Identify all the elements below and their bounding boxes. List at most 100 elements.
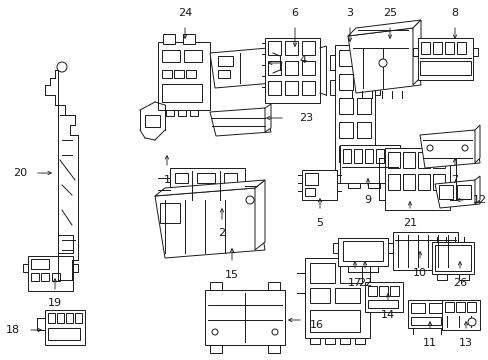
Bar bbox=[356, 146, 370, 162]
Bar bbox=[23, 264, 28, 272]
Bar bbox=[309, 288, 329, 303]
Bar bbox=[417, 152, 429, 168]
Circle shape bbox=[467, 318, 475, 326]
Bar bbox=[378, 286, 387, 296]
Bar bbox=[334, 45, 374, 175]
Text: 12: 12 bbox=[472, 195, 486, 205]
Circle shape bbox=[271, 329, 278, 335]
Bar bbox=[472, 48, 477, 56]
Bar bbox=[197, 186, 215, 196]
Bar bbox=[162, 70, 172, 78]
Bar bbox=[174, 70, 183, 78]
Bar bbox=[162, 84, 202, 102]
Bar bbox=[145, 115, 160, 127]
Text: 18: 18 bbox=[6, 325, 20, 335]
Bar bbox=[162, 50, 180, 62]
Bar bbox=[387, 183, 399, 188]
Bar bbox=[48, 313, 55, 323]
Bar bbox=[285, 41, 297, 55]
Bar bbox=[441, 300, 479, 330]
Bar bbox=[45, 310, 85, 345]
Bar bbox=[163, 34, 175, 44]
Bar bbox=[410, 317, 440, 325]
Bar bbox=[190, 110, 198, 116]
Bar bbox=[444, 42, 453, 54]
Bar bbox=[337, 238, 387, 266]
Polygon shape bbox=[434, 180, 479, 208]
Bar bbox=[434, 245, 470, 271]
Polygon shape bbox=[412, 20, 420, 85]
Circle shape bbox=[245, 196, 253, 204]
Bar bbox=[329, 55, 334, 70]
Polygon shape bbox=[474, 176, 479, 204]
Bar bbox=[428, 303, 442, 313]
Text: 21: 21 bbox=[402, 218, 416, 228]
Bar bbox=[342, 241, 382, 261]
Bar bbox=[339, 263, 361, 283]
Text: 3: 3 bbox=[346, 8, 353, 18]
Bar bbox=[386, 149, 394, 163]
Bar bbox=[375, 149, 383, 163]
Bar bbox=[338, 74, 352, 90]
Bar bbox=[347, 183, 359, 188]
Bar bbox=[267, 61, 281, 75]
Bar bbox=[356, 98, 370, 114]
Bar bbox=[356, 50, 370, 66]
Bar bbox=[183, 34, 195, 44]
Polygon shape bbox=[254, 180, 264, 250]
Bar bbox=[432, 152, 444, 168]
Bar bbox=[218, 70, 229, 78]
Bar bbox=[356, 74, 370, 90]
Bar bbox=[209, 345, 222, 353]
Polygon shape bbox=[209, 48, 272, 88]
Bar bbox=[309, 338, 319, 344]
Polygon shape bbox=[474, 125, 479, 163]
Text: 20: 20 bbox=[13, 168, 27, 178]
Polygon shape bbox=[347, 28, 420, 93]
Bar bbox=[410, 303, 424, 313]
Bar bbox=[338, 122, 352, 138]
Bar bbox=[183, 50, 202, 62]
Text: 23: 23 bbox=[298, 113, 312, 123]
Bar bbox=[417, 38, 472, 80]
Bar bbox=[285, 61, 297, 75]
Bar bbox=[407, 300, 445, 328]
Bar bbox=[384, 148, 449, 210]
Text: 15: 15 bbox=[224, 270, 239, 280]
Bar bbox=[264, 38, 319, 103]
Bar bbox=[267, 282, 280, 290]
Bar bbox=[387, 243, 392, 253]
Bar bbox=[431, 242, 473, 274]
Text: 22: 22 bbox=[357, 278, 371, 288]
Bar bbox=[57, 313, 64, 323]
Bar bbox=[325, 338, 334, 344]
Text: 1: 1 bbox=[163, 175, 170, 185]
Text: 25: 25 bbox=[382, 8, 396, 18]
Bar bbox=[456, 185, 470, 199]
Bar bbox=[387, 174, 399, 190]
Bar bbox=[367, 183, 379, 188]
Bar bbox=[224, 173, 237, 183]
Bar bbox=[389, 286, 398, 296]
Bar bbox=[436, 274, 446, 280]
Text: 6: 6 bbox=[291, 8, 298, 18]
Bar bbox=[339, 145, 399, 183]
Bar bbox=[402, 174, 414, 190]
Bar bbox=[302, 81, 314, 95]
Bar bbox=[58, 235, 73, 253]
Bar bbox=[302, 170, 336, 200]
Bar bbox=[218, 56, 232, 66]
Circle shape bbox=[378, 59, 386, 67]
Bar bbox=[339, 338, 349, 344]
Bar bbox=[75, 313, 82, 323]
Bar bbox=[367, 300, 397, 308]
Text: 13: 13 bbox=[458, 338, 472, 348]
Bar bbox=[209, 282, 222, 290]
Bar bbox=[158, 42, 209, 110]
Bar bbox=[52, 273, 60, 281]
Polygon shape bbox=[347, 20, 420, 36]
Bar bbox=[353, 149, 361, 163]
Bar bbox=[432, 174, 444, 190]
Bar bbox=[73, 264, 78, 272]
Bar bbox=[160, 203, 180, 223]
